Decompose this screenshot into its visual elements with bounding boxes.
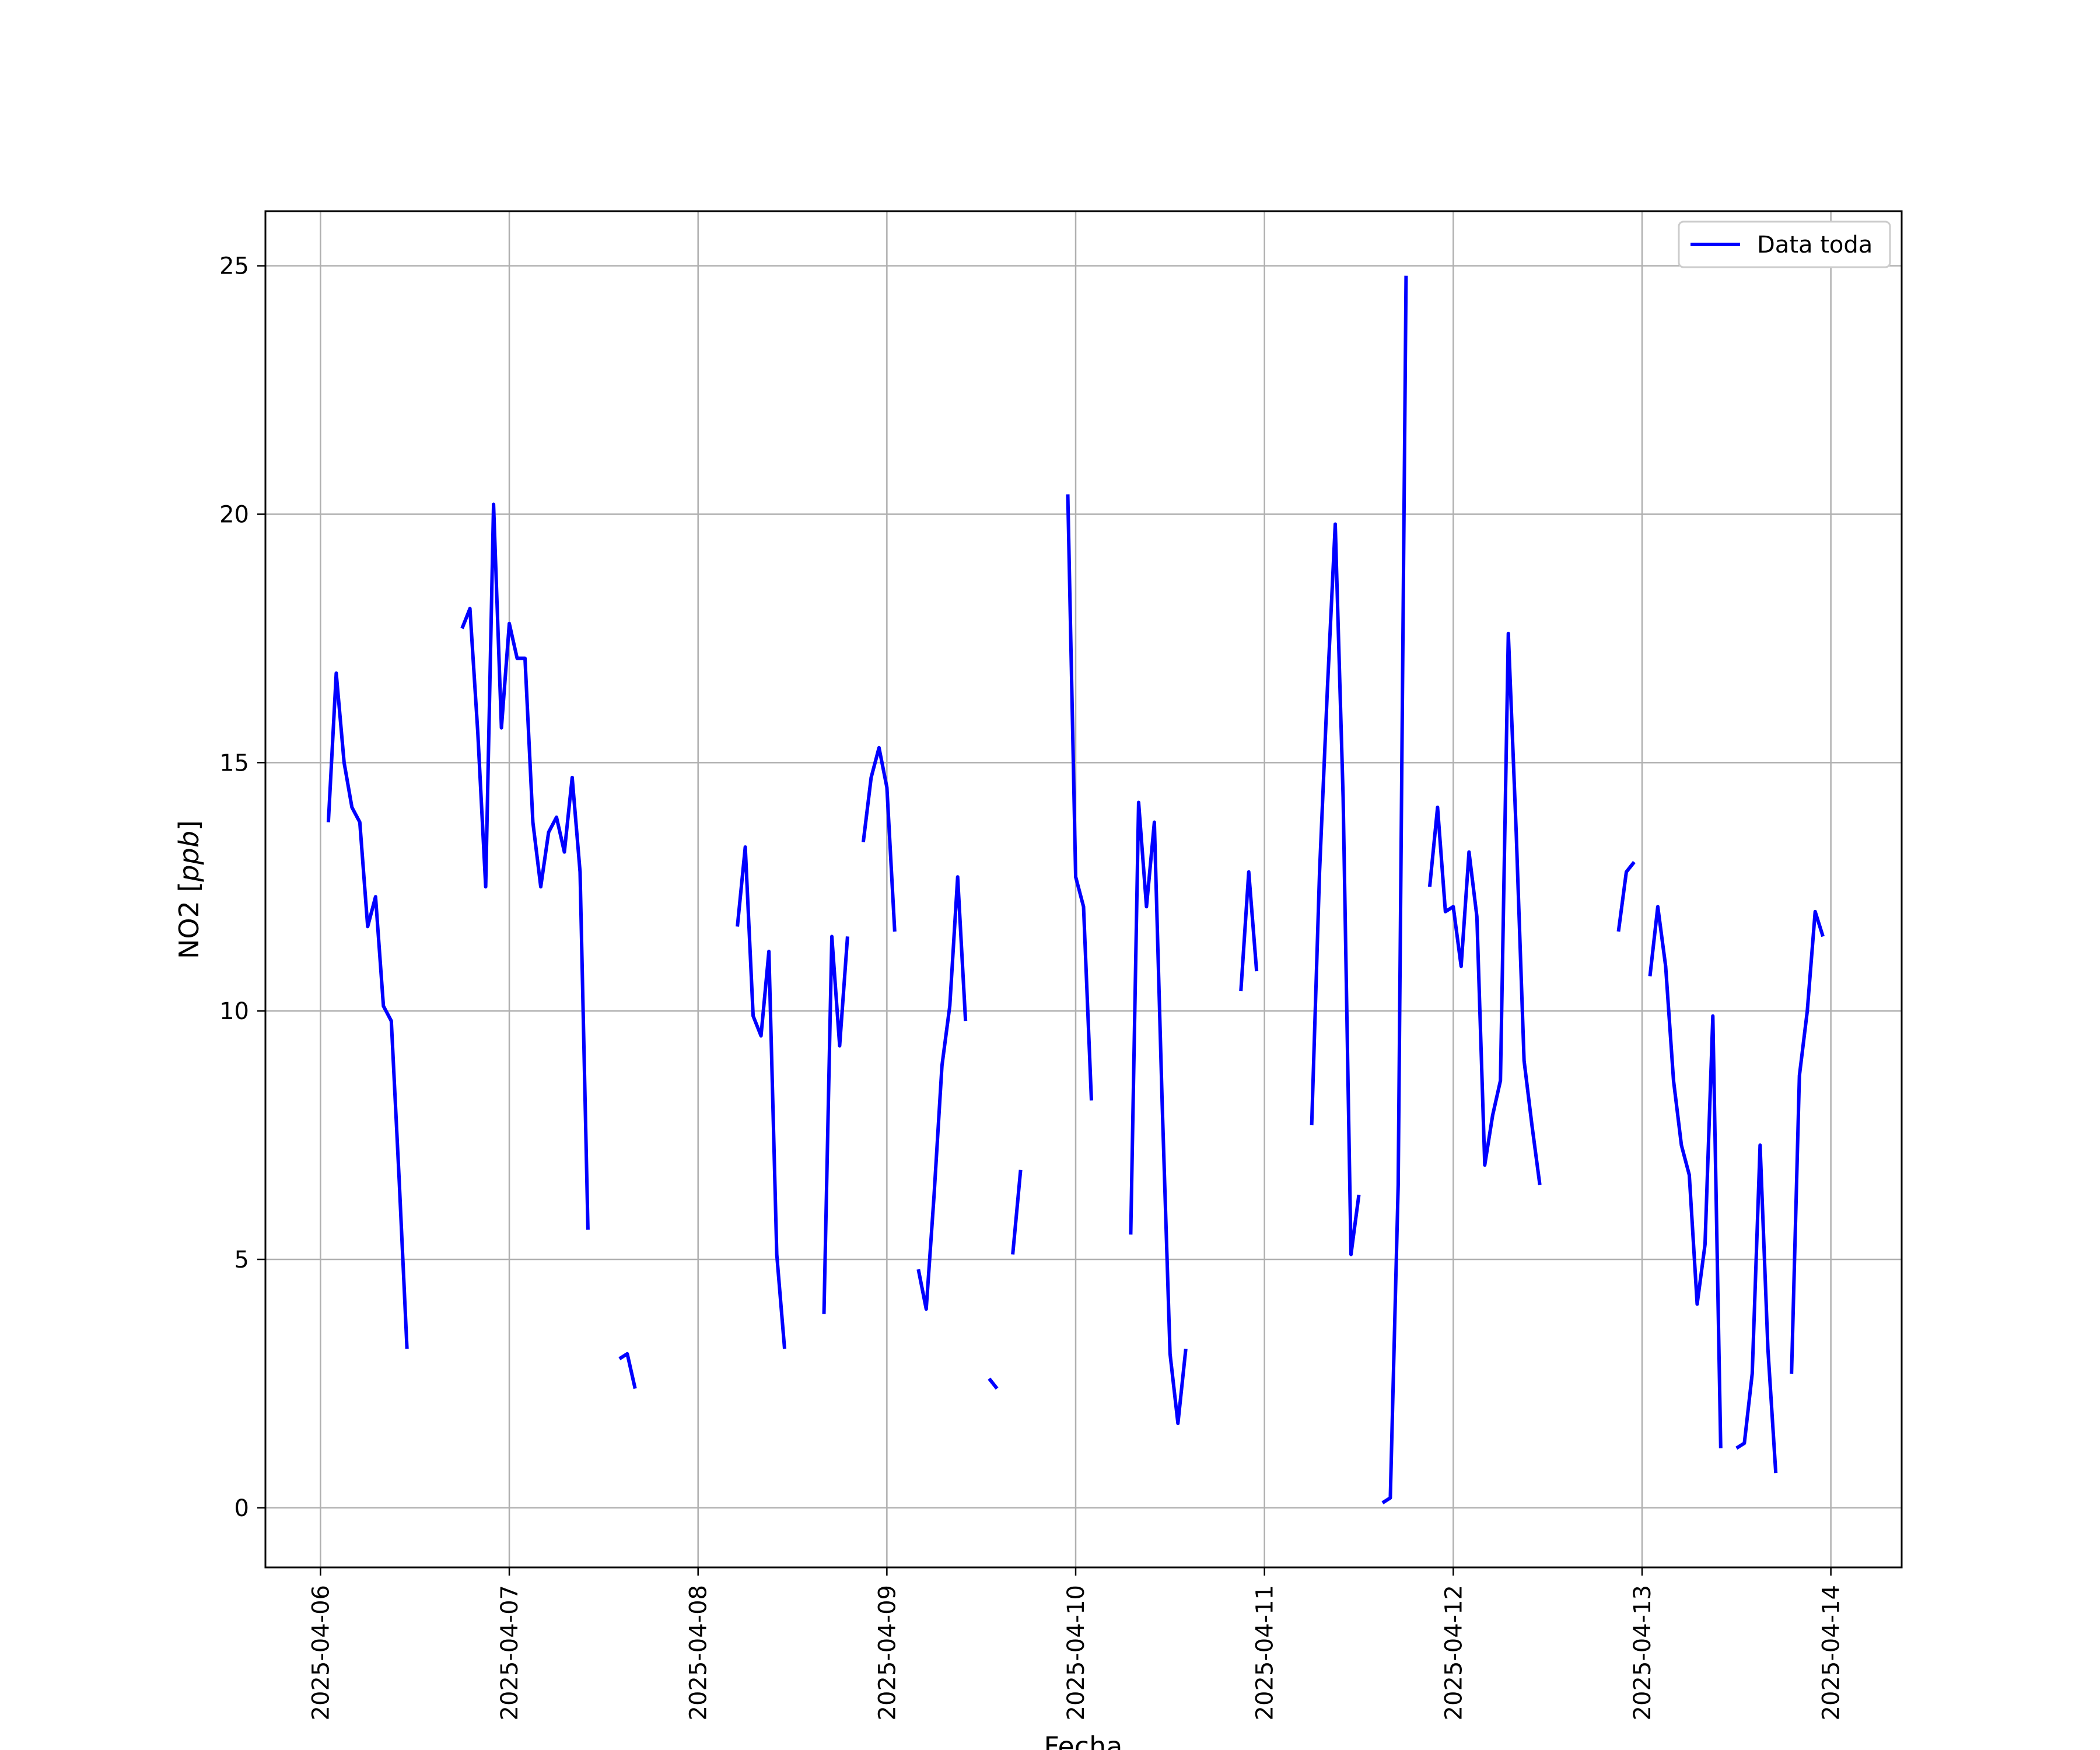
x-gridlines [320, 211, 1832, 1567]
x-tick-label: 2025-04-13 [1629, 1585, 1656, 1720]
y-axis-label-main: NO2 [ [173, 882, 205, 959]
series-line-segment [618, 1352, 637, 1390]
x-tick-label: 2025-04-10 [1063, 1585, 1090, 1720]
legend: Data toda [1678, 220, 1891, 268]
y-tick-label: 15 [219, 750, 249, 776]
series-line-segment [822, 935, 849, 1314]
x-axis-ticks: 2025-04-06 2025-04-07 2025-04-08 2025-04-09… [307, 1567, 1845, 1720]
series-line-segment [916, 875, 968, 1311]
x-tick-label: 2025-04-12 [1440, 1585, 1467, 1720]
x-axis-label: Fecha [1044, 1731, 1123, 1750]
series-data-toda [326, 275, 1825, 1504]
series-line-segment [1129, 800, 1188, 1425]
series-line-segment [1239, 870, 1259, 992]
x-tick-label: 2025-04-06 [307, 1585, 334, 1720]
series-line-segment [460, 502, 590, 1230]
series-line-segment [1616, 860, 1636, 932]
y-tick-label: 0 [235, 1495, 249, 1522]
x-tick-label: 2025-04-09 [874, 1585, 901, 1720]
y-tick-label: 25 [219, 253, 249, 280]
x-tick-label: 2025-04-11 [1252, 1585, 1279, 1720]
series-line-segment [1066, 494, 1093, 1101]
y-axis-label-close: ] [173, 820, 205, 831]
plot-frame [264, 210, 1903, 1569]
series-line-segment [1790, 909, 1825, 1374]
series-line-segment [988, 1377, 999, 1390]
series-line-segment [1011, 1170, 1023, 1255]
y-axis-ticks: 0 5 10 15 20 25 [219, 253, 265, 1522]
series-line-segment [1427, 631, 1542, 1185]
x-tick-label: 2025-04-08 [685, 1585, 712, 1720]
series-line-segment [1310, 522, 1361, 1256]
series-line-segment [736, 845, 786, 1349]
y-tick-label: 5 [235, 1247, 249, 1273]
y-axis-label: NO2 [ppb] [173, 820, 205, 959]
y-tick-label: 20 [219, 502, 249, 528]
x-tick-label: 2025-04-14 [1818, 1585, 1845, 1720]
y-tick-label: 10 [219, 998, 249, 1025]
series-line-segment [1735, 1143, 1778, 1474]
legend-box [1678, 220, 1891, 268]
y-axis-label-unit: ppb [173, 831, 205, 883]
legend-label: Data toda [1757, 232, 1873, 258]
series-line-segment [326, 671, 409, 1349]
series-line-segment [1381, 275, 1408, 1504]
series-line-segment [1648, 905, 1723, 1448]
y-gridlines [265, 265, 1902, 1509]
series-line-segment [861, 746, 897, 932]
x-tick-label: 2025-04-07 [496, 1585, 523, 1720]
